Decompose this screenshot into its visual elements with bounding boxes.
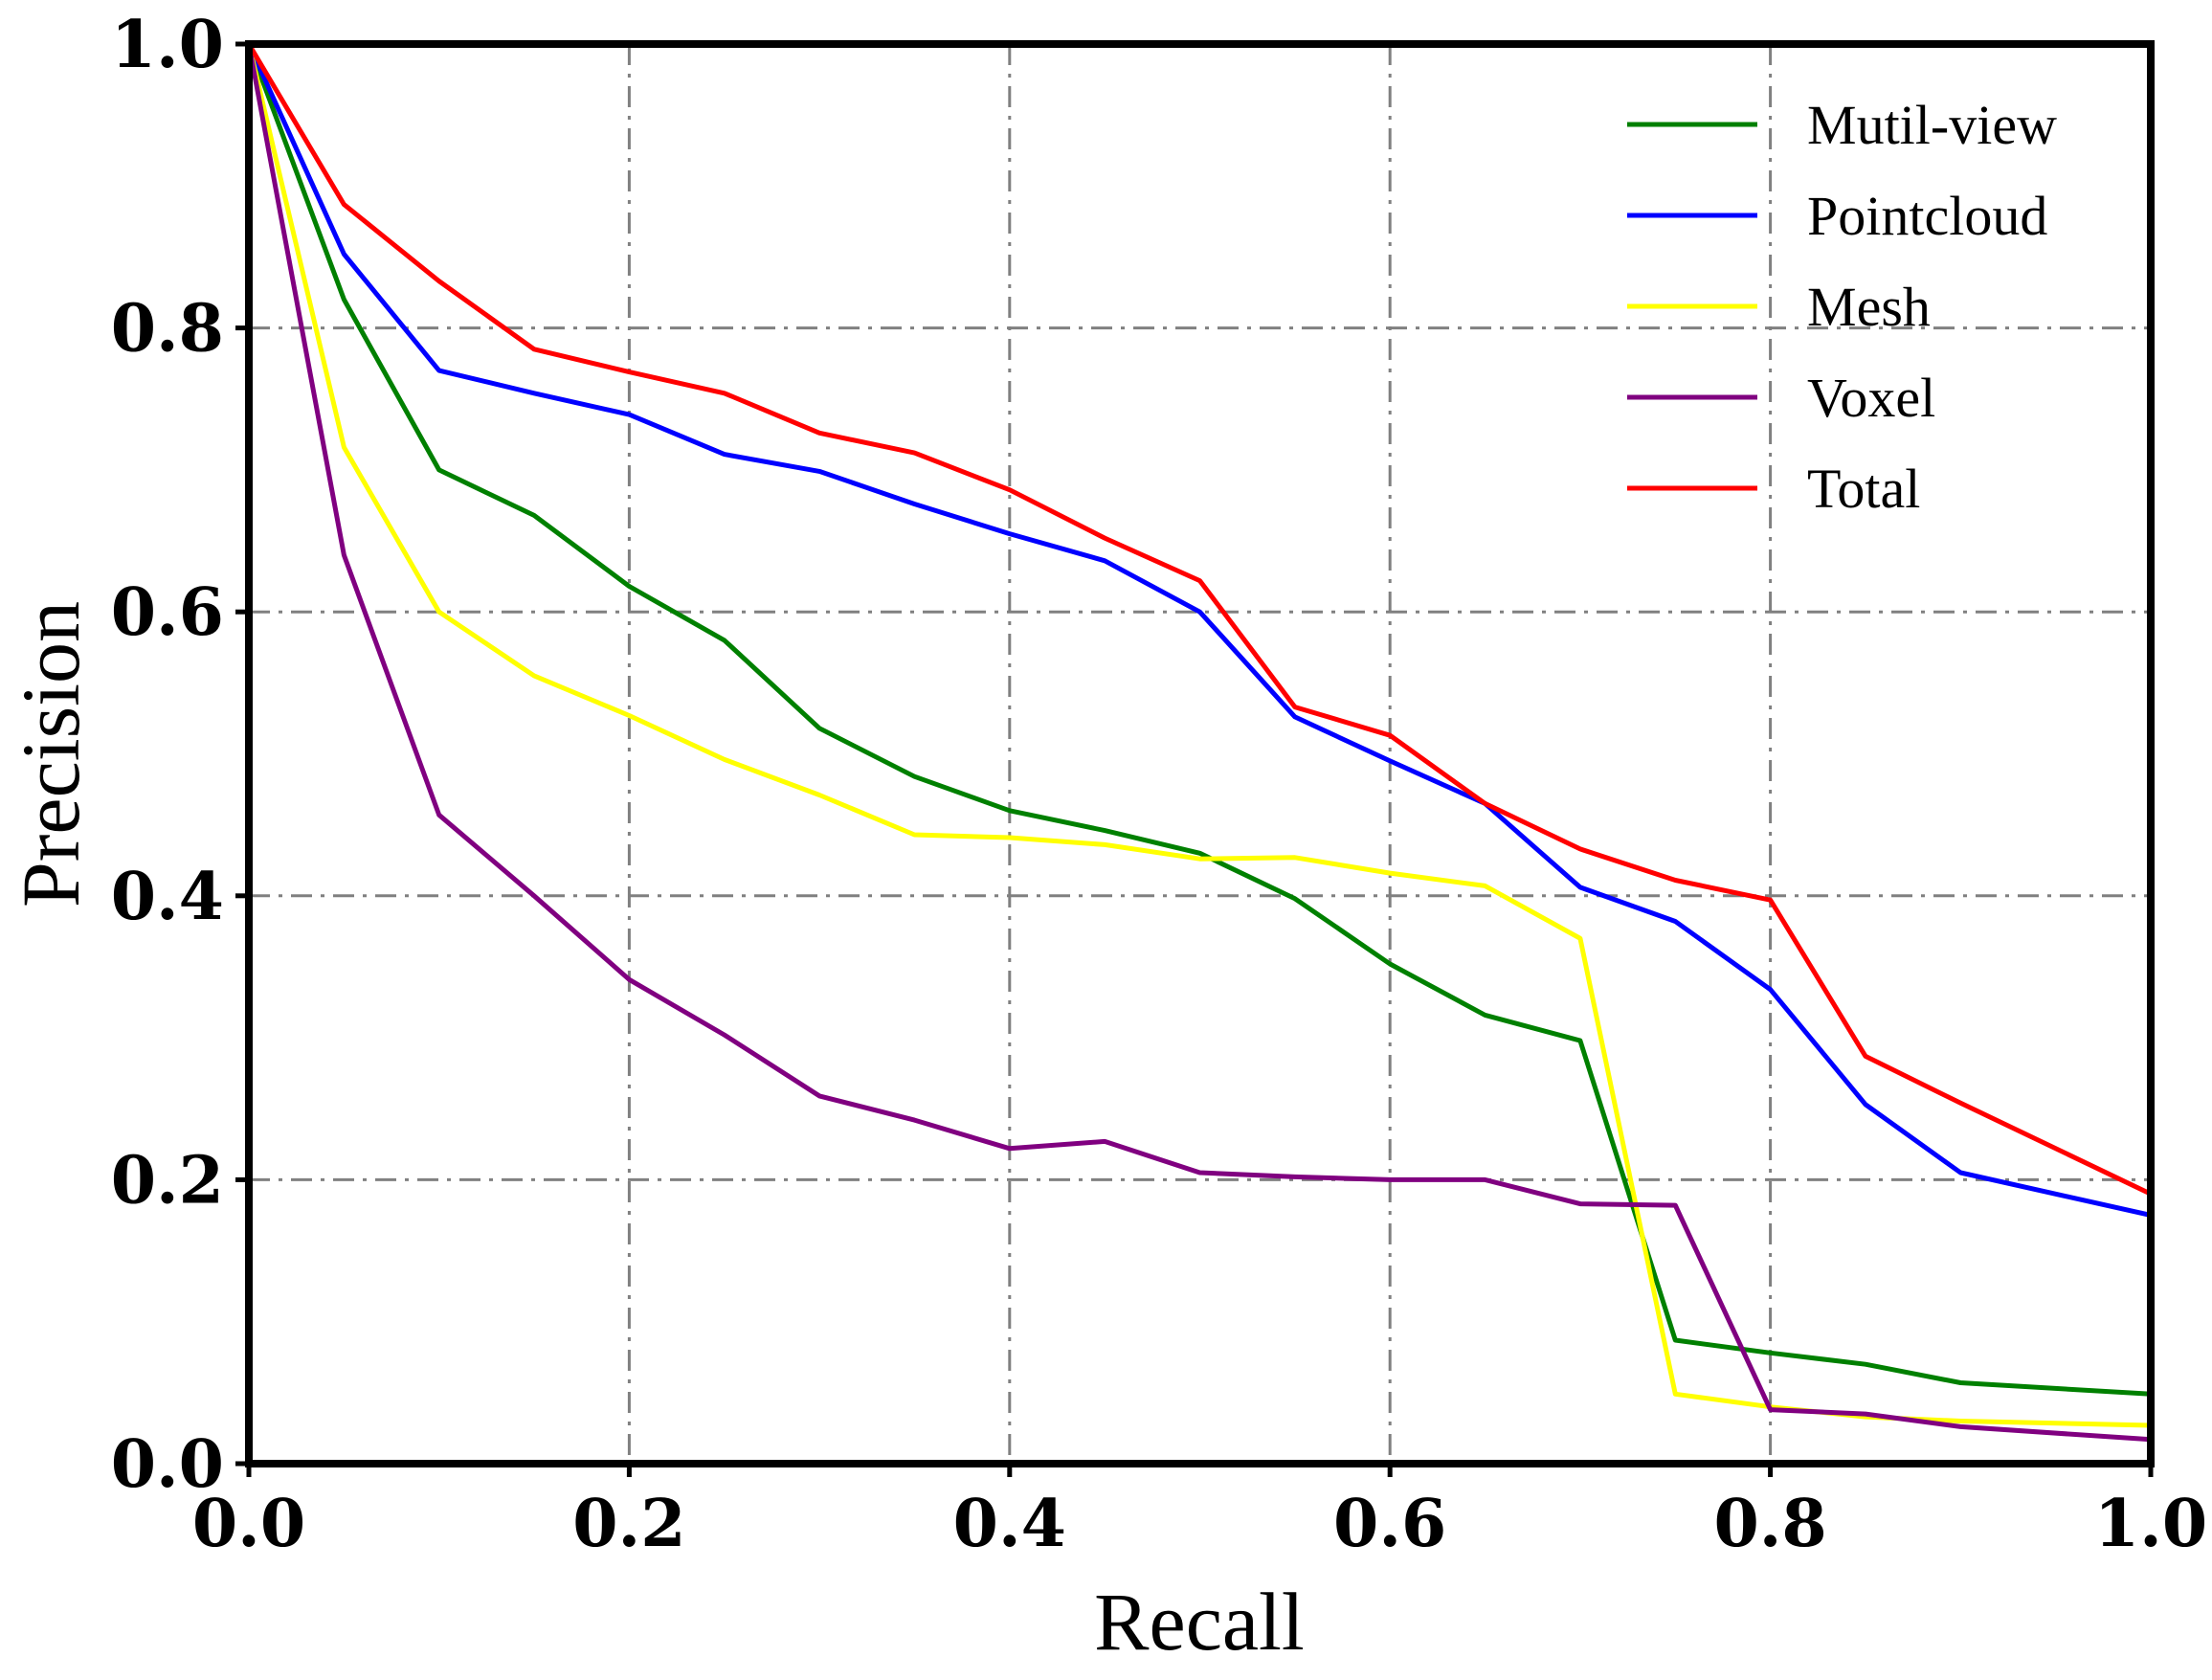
y-axis-title: Precision — [5, 601, 97, 907]
series-line-pointcloud — [246, 41, 2154, 1218]
y-tick-label: 0.6 — [111, 574, 224, 651]
y-tick-label: 0.8 — [111, 291, 224, 368]
x-tick-label: 0.8 — [1713, 1486, 1826, 1562]
series-line-total — [246, 41, 2154, 1197]
series-line-mutil-view — [246, 41, 2154, 1397]
y-tick-label: 1.0 — [111, 7, 224, 83]
x-tick-label: 0.4 — [953, 1486, 1066, 1562]
legend-label-mutil-view: Mutil-view — [1807, 94, 2057, 156]
series-line-voxel — [246, 41, 2154, 1443]
legend-label-voxel: Voxel — [1807, 367, 1935, 429]
x-tick-label: 0.2 — [572, 1486, 685, 1562]
y-tick-labels: 0.0 0.2 0.4 0.6 0.8 1.0 — [111, 7, 224, 1503]
x-tick-labels: 0.0 0.2 0.4 0.6 0.8 1.0 — [192, 1486, 2207, 1562]
x-tick-label: 0.0 — [192, 1486, 305, 1562]
axis-ticks — [235, 41, 2154, 1477]
series-layer — [246, 41, 2154, 1443]
series-line-mesh — [246, 41, 2154, 1428]
grid-lines — [249, 44, 2151, 1464]
x-tick-label: 1.0 — [2094, 1486, 2207, 1562]
plot-frame — [245, 40, 2155, 1467]
legend-label-mesh: Mesh — [1807, 276, 1931, 338]
x-tick-label: 0.6 — [1333, 1486, 1446, 1562]
y-tick-label: 0.0 — [111, 1426, 224, 1503]
legend: Mutil-view Pointcloud Mesh Voxel Total — [1627, 94, 2057, 520]
legend-label-total: Total — [1807, 458, 1920, 520]
y-tick-label: 0.4 — [111, 859, 224, 935]
x-axis-title: Recall — [1094, 1576, 1305, 1668]
legend-label-pointcloud: Pointcloud — [1807, 185, 2047, 247]
y-tick-label: 0.2 — [111, 1142, 224, 1219]
